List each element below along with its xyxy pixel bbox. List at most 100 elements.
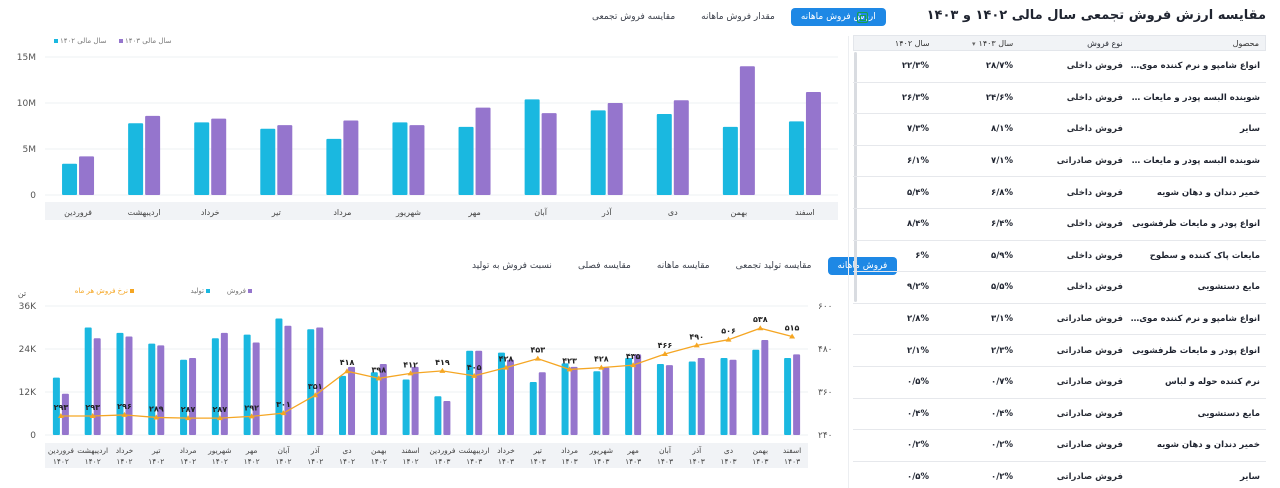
cell-1402: ۰/۲% xyxy=(907,440,929,451)
col-year-1402[interactable]: سال ۱۴۰۲ xyxy=(894,38,930,48)
x-tick-label-year: ۱۴۰۲ xyxy=(339,457,355,466)
rate-marker xyxy=(598,364,605,370)
bar-1403 xyxy=(607,103,623,195)
panel-title: مقایسه ارزش فروش تجمعی سال مالی ۱۴۰۲ و ۱… xyxy=(926,8,1266,23)
table-row[interactable]: نرم کننده حوله و لباس فروش صادراتی ۰/۷% ۰/۵… xyxy=(853,367,1266,399)
cell-product: سایر xyxy=(1239,472,1260,483)
rate-data-label: ۵۱۵ xyxy=(785,323,800,332)
y-tick-label-left: 36K xyxy=(19,302,37,312)
rate-data-label: ۲۹۲ xyxy=(244,403,259,412)
x-tick-label-year: ۱۴۰۲ xyxy=(244,457,260,466)
tab-monthly-sales-quantity[interactable]: مقدار فروش ماهانه xyxy=(701,12,775,22)
table-row[interactable]: سایر فروش صادراتی ۰/۲% ۰/۵% xyxy=(853,462,1266,488)
sort-desc-icon[interactable]: ▾ xyxy=(972,39,976,48)
legend-label: تولید xyxy=(191,287,205,295)
tab-cumulative-production[interactable]: مقایسه تولید تجمعی xyxy=(735,261,812,271)
x-tick-label: فروردین xyxy=(48,446,75,455)
bar-sales xyxy=(793,354,801,435)
bar-1402 xyxy=(128,123,144,195)
bar-production xyxy=(561,363,569,435)
table-row[interactable]: مایع دستشویی فروش صادراتی ۰/۴% ۰/۴% xyxy=(853,399,1266,431)
tab-sales-to-production-ratio[interactable]: نسبت فروش به تولید xyxy=(472,261,552,271)
bar-sales xyxy=(379,364,387,435)
legend-label: فروش xyxy=(227,287,246,295)
x-tick-label-year: ۱۴۰۲ xyxy=(212,457,228,466)
rate-marker xyxy=(248,413,255,419)
cell-product: شوینده البسه پودر و مایعات لباسشویی xyxy=(1129,92,1260,103)
bar-1403 xyxy=(409,125,425,195)
cell-1402: ۸/۴% xyxy=(907,219,929,230)
cell-1403: ۵/۹% xyxy=(991,250,1013,261)
cell-sales-type: فروش داخلی xyxy=(1066,187,1123,198)
bar-1402 xyxy=(326,138,342,195)
bar-sales xyxy=(538,372,546,435)
rate-data-label: ۵۰۶ xyxy=(721,327,736,336)
excel-export-icon[interactable] xyxy=(857,12,868,23)
x-tick-label-year: ۱۴۰۲ xyxy=(275,457,291,466)
rate-marker xyxy=(57,413,64,419)
x-tick-label: اردیبهشت xyxy=(77,446,108,455)
table-row[interactable]: انواع شامپو و نرم کننده موی سر فروش صادرا… xyxy=(853,304,1266,336)
x-tick-label-year: ۱۴۰۳ xyxy=(752,457,768,466)
bar-sales xyxy=(189,357,197,435)
x-tick-label: خرداد xyxy=(116,446,134,455)
bar-production xyxy=(720,357,728,435)
rate-data-label: ۴۰۵ xyxy=(467,363,482,372)
table-row[interactable]: خمیر دندان و دهان شویه فروش داخلی ۶/۸% ۵/۴% xyxy=(853,177,1266,209)
bar-sales xyxy=(284,325,292,435)
cell-1403: ۲/۳% xyxy=(991,345,1013,356)
tab-monthly-comparison[interactable]: مقایسه ماهانه xyxy=(656,261,710,271)
bar-sales xyxy=(316,327,324,435)
x-tick-label: مهر xyxy=(245,446,258,455)
top-tabs: ارزش فروش ماهانه مقدار فروش ماهانه مقایس… xyxy=(582,8,886,26)
col-product[interactable]: محصول xyxy=(1232,38,1259,48)
bar-sales xyxy=(665,365,673,435)
table-row[interactable]: انواع پودر و مایعات ظرفشویی فروش صادراتی ۲… xyxy=(853,335,1266,367)
rate-data-label: ۵۳۸ xyxy=(753,315,768,324)
bar-1402 xyxy=(722,126,738,195)
tab-monthly-sales[interactable]: فروش ماهانه xyxy=(827,257,898,275)
rate-data-label: ۴۳۵ xyxy=(626,352,641,361)
col-sales-type[interactable]: نوع فروش xyxy=(1087,38,1123,48)
bar-production xyxy=(752,349,760,435)
bar-production xyxy=(529,381,537,435)
tab-seasonal-comparison[interactable]: مقایسه فصلی xyxy=(577,261,631,271)
table-row[interactable]: خمیر دندان و دهان شویه فروش صادراتی ۰/۲% ۰/… xyxy=(853,430,1266,462)
cell-1403: ۶/۴% xyxy=(991,219,1013,230)
table-row[interactable]: شوینده البسه پودر و مایعات لباسشویی فروش … xyxy=(853,146,1266,178)
rate-marker xyxy=(502,364,509,370)
cell-product: سایر xyxy=(1239,124,1260,135)
bar-1403 xyxy=(673,100,689,195)
x-tick-label: تیر xyxy=(271,208,281,217)
legend-swatch xyxy=(248,289,252,293)
rate-marker xyxy=(185,415,192,421)
cell-1402: ۲/۱% xyxy=(907,345,929,356)
cell-1403: ۷/۱% xyxy=(991,156,1013,167)
tab-cumulative-sales-comparison[interactable]: مقایسه فروش تجمعی xyxy=(592,12,676,22)
bar-1402 xyxy=(392,122,408,195)
table-row[interactable]: سایر فروش داخلی ۸/۱% ۷/۳% xyxy=(853,114,1266,146)
table-row[interactable]: انواع پودر و مایعات ظرفشویی فروش داخلی ۶/۴… xyxy=(853,209,1266,241)
rate-marker xyxy=(312,392,319,398)
bar-sales xyxy=(602,367,610,435)
table-row[interactable]: شوینده البسه پودر و مایعات لباسشویی فروش … xyxy=(853,83,1266,115)
col-year-1403[interactable]: سال ۱۴۰۳▾ xyxy=(936,39,1020,48)
x-tick-label: اسفند xyxy=(401,446,419,455)
bar-1402 xyxy=(458,126,474,195)
y-tick-label: 0 xyxy=(30,191,36,201)
table-row[interactable]: انواع شامپو و نرم کننده موی سر فروش داخلی… xyxy=(853,51,1266,83)
rate-marker xyxy=(566,366,573,372)
x-tick-label: مرداد xyxy=(180,446,197,455)
table-row[interactable]: مایعات پاک کننده و سطوح فروش داخلی ۵/۹% ۶% xyxy=(853,241,1266,273)
cell-sales-type: فروش داخلی xyxy=(1066,219,1123,230)
bar-production xyxy=(52,377,60,435)
x-tick-label-year: ۱۴۰۳ xyxy=(498,457,514,466)
bar-production xyxy=(688,361,696,435)
x-tick-label-year: ۱۴۰۳ xyxy=(625,457,641,466)
table-row[interactable]: مایع دستشویی فروش داخلی ۵/۵% ۹/۲% xyxy=(853,272,1266,304)
legend-swatch xyxy=(130,289,134,293)
bar-sales xyxy=(443,400,451,435)
rate-marker xyxy=(153,414,160,420)
bar-production xyxy=(339,375,347,435)
rate-marker xyxy=(534,355,541,361)
